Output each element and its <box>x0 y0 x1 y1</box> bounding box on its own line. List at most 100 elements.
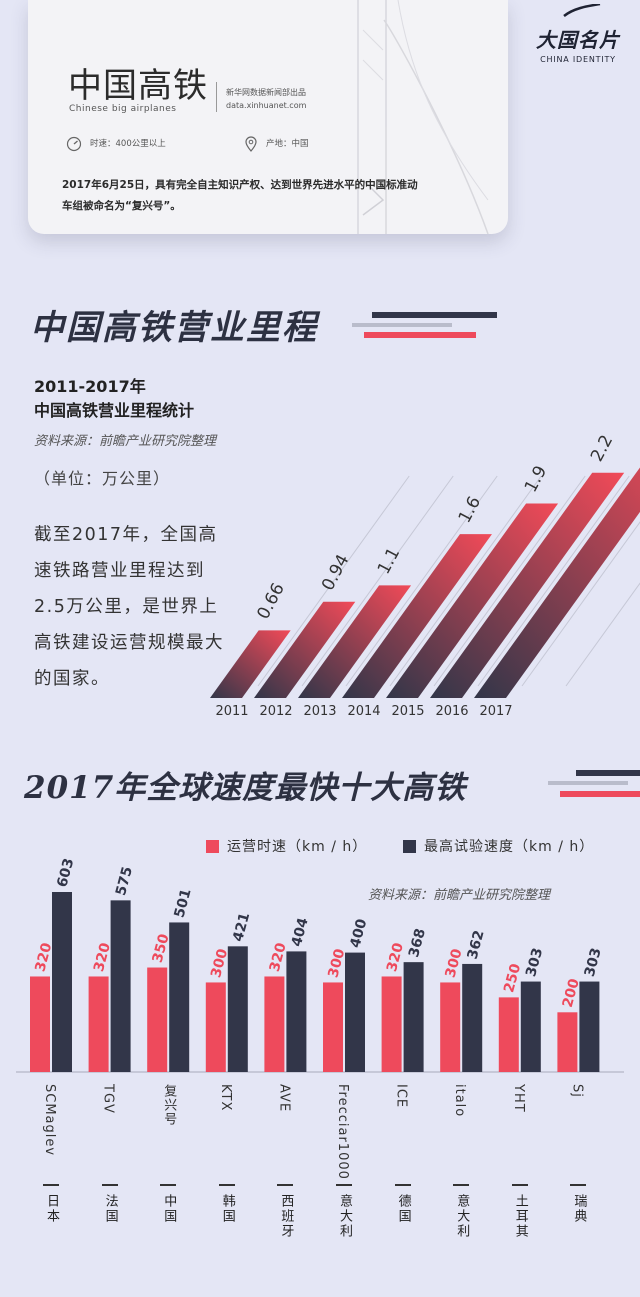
country-label: 意大利 <box>337 1194 352 1239</box>
chart1-source: 资料来源：前瞻产业研究院整理 <box>34 434 217 449</box>
mileage-value-label: 0.66 <box>253 580 288 623</box>
operating-speed-bar <box>381 976 402 1072</box>
mileage-bar-chart: 0.66 2011 0.94 2012 1.1 2013 1.6 2014 1.9 2015 2.2… <box>210 432 640 719</box>
country-label: 中国 <box>161 1194 177 1224</box>
train-name-label: SCMaglev <box>42 1084 57 1157</box>
location-pin-icon <box>245 136 257 152</box>
stripe-light <box>352 323 452 327</box>
mileage-value-label: 0.94 <box>318 551 353 594</box>
guide-line <box>565 582 640 687</box>
train-name-label: italo <box>452 1084 468 1118</box>
year-tick-label: 2011 <box>215 704 248 719</box>
train-sketch-decoration <box>357 0 489 234</box>
max-speed-bar <box>520 981 541 1072</box>
legend-max-label: 最高试验速度（km / h） <box>424 839 595 855</box>
operating-speed-bar <box>498 997 519 1072</box>
country-label: 法国 <box>102 1194 118 1224</box>
operating-speed-label: 300 <box>325 947 348 980</box>
operating-speed-label: 320 <box>267 941 290 974</box>
max-speed-bar <box>286 951 307 1072</box>
section1-heading: 中国高铁营业里程 <box>30 308 318 348</box>
max-speed-label: 303 <box>523 946 546 978</box>
mileage-bar <box>254 601 356 698</box>
max-speed-label: 362 <box>465 929 488 961</box>
max-speed-bar <box>579 981 600 1072</box>
year-tick-label: 2017 <box>479 704 512 719</box>
operating-speed-label: 250 <box>501 962 524 995</box>
mileage-bar <box>298 585 412 698</box>
mileage-value-label: 2.2 <box>587 432 617 465</box>
max-speed-label: 303 <box>582 946 605 978</box>
country-label: 韩国 <box>219 1194 235 1224</box>
country-label: 瑞典 <box>571 1194 587 1224</box>
section1-heading-stripes <box>352 312 497 338</box>
mileage-bar <box>342 534 492 698</box>
label-separator-dash <box>160 1184 177 1186</box>
logo-main-text: 大国名片 <box>536 28 620 52</box>
operating-speed-label: 320 <box>384 941 407 974</box>
operating-speed-label: 200 <box>560 977 583 1010</box>
section2-heading-stripes <box>548 770 640 797</box>
max-speed-label: 421 <box>230 911 253 943</box>
chart1-period: 2011-2017年 <box>34 377 146 396</box>
logo-sub-text: CHINA IDENTITY <box>540 55 616 64</box>
train-name-label: TGV <box>100 1084 116 1114</box>
operating-speed-bar <box>264 976 285 1072</box>
max-speed-label: 400 <box>347 917 370 950</box>
label-separator-dash <box>277 1184 294 1186</box>
train-name-label: Sj <box>569 1084 585 1098</box>
logo-stroke-icon <box>563 4 601 18</box>
mileage-bar <box>386 503 559 698</box>
mileage-bar <box>430 472 625 698</box>
operating-speed-label: 300 <box>208 947 231 980</box>
country-label: 德国 <box>395 1194 411 1224</box>
section2-heading: 2017年全球速度最快十大高铁 <box>24 770 467 806</box>
operating-speed-label: 320 <box>91 941 114 974</box>
guide-line <box>433 475 586 687</box>
stripe-dark-1 <box>372 312 497 318</box>
publisher-line-2: data.xinhuanet.com <box>226 101 307 110</box>
max-speed-bar <box>462 963 483 1072</box>
chart2-source: 资料来源：前瞻产业研究院整理 <box>368 888 551 903</box>
guide-line <box>301 475 454 687</box>
legend-swatch-dark <box>403 839 416 853</box>
label-separator-dash <box>101 1184 118 1186</box>
speedometer-icon <box>66 136 82 152</box>
legend-operating: 运营时速（km / h） <box>206 836 367 856</box>
country-label: 日本 <box>44 1194 59 1224</box>
stripe-red <box>560 791 640 797</box>
guide-line <box>521 521 640 687</box>
legend-operating-label: 运营时速（km / h） <box>227 839 368 855</box>
chart1-unit: （单位：万公里） <box>34 469 171 488</box>
guide-line <box>389 475 542 687</box>
max-speed-bar <box>403 962 424 1072</box>
guide-line <box>257 475 410 687</box>
origin-text: 产地：中国 <box>266 139 309 149</box>
operating-speed-bar <box>440 982 461 1072</box>
operating-speed-bar <box>205 982 226 1072</box>
max-speed-bar <box>169 922 190 1072</box>
card-title: 中国高铁 <box>68 66 208 106</box>
label-separator-dash <box>394 1184 411 1186</box>
speed-chart-category-labels: SCMaglev 日本 TGV 法国 复兴号 中国 KTX 韩国 AVE 西班牙 Frecciar1… <box>0 1076 640 1297</box>
mileage-bar <box>210 630 291 698</box>
year-tick-label: 2014 <box>347 704 380 719</box>
label-separator-dash <box>336 1184 352 1186</box>
year-tick-label: 2012 <box>259 704 292 719</box>
stripe-dark-1 <box>576 770 640 776</box>
china-identity-logo: 大国名片 CHINA IDENTITY <box>532 4 624 64</box>
operating-speed-bar <box>323 982 343 1072</box>
train-name-label: 复兴号 <box>161 1084 177 1126</box>
speed-bar-chart: 3206033205753505013004213204043004003203… <box>16 857 624 1073</box>
label-separator-dash <box>511 1184 528 1186</box>
operating-speed-bar <box>88 976 109 1072</box>
guide-line <box>477 475 630 687</box>
max-speed-bar <box>227 946 248 1072</box>
country-label: 土耳其 <box>512 1194 528 1239</box>
label-separator-dash <box>453 1184 470 1186</box>
max-speed-label: 368 <box>406 927 429 959</box>
label-separator-dash <box>570 1184 587 1186</box>
mileage-value-label: 1.1 <box>374 544 404 577</box>
year-tick-label: 2015 <box>391 704 424 719</box>
max-speed-label: 575 <box>113 865 136 897</box>
